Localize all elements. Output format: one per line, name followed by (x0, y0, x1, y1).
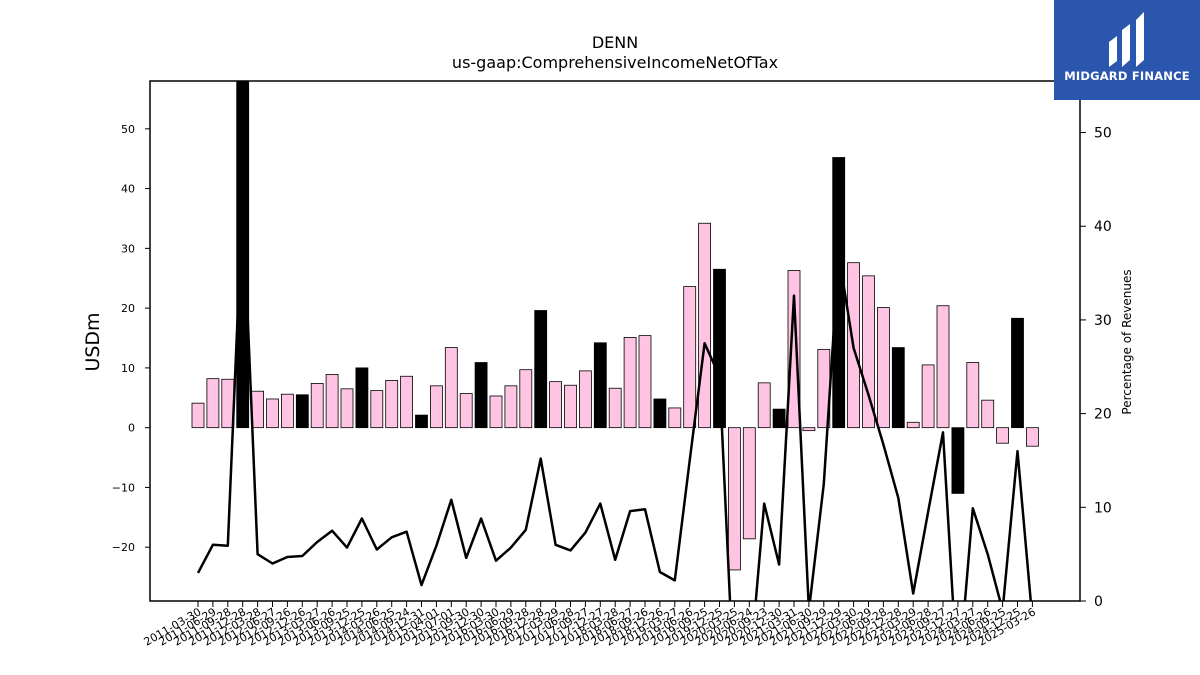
bar (638, 335, 652, 429)
bar (787, 270, 801, 429)
right-tick-label: 0 (1094, 594, 1103, 610)
bar (280, 393, 294, 429)
left-tick-label: 50 (121, 123, 135, 136)
bar (429, 385, 443, 429)
left-tick-label: 20 (121, 302, 135, 315)
right-tick-label: 30 (1094, 313, 1112, 329)
bar (698, 222, 711, 429)
bar (683, 286, 697, 429)
bar (742, 427, 756, 540)
bar (832, 157, 846, 429)
chart-subtitle: us-gaap:ComprehensiveIncomeNetOfTax (452, 53, 778, 72)
bar (340, 388, 354, 429)
left-tick-label: 10 (121, 362, 135, 375)
bar (415, 414, 428, 429)
y-axis-label: USDm (82, 312, 104, 371)
right-tick-label: 10 (1094, 500, 1112, 516)
bar (802, 427, 816, 432)
bar (1011, 317, 1024, 429)
bar (772, 408, 786, 429)
bar (370, 390, 384, 429)
bar (921, 364, 935, 429)
right-tick-label: 20 (1094, 407, 1112, 423)
midgard-logo-icon (1109, 12, 1144, 67)
left-tick-label: −10 (112, 481, 135, 494)
bar (400, 375, 414, 429)
bar (593, 342, 607, 429)
bar (1026, 427, 1039, 447)
bar (251, 390, 265, 429)
bar (385, 380, 399, 429)
bar (653, 398, 667, 429)
bar (996, 427, 1009, 444)
bar (966, 362, 980, 429)
left-tick-label: 0 (128, 422, 135, 435)
bar (206, 378, 220, 429)
bar (623, 337, 637, 429)
right-tick-label: 40 (1094, 219, 1112, 235)
bar (534, 310, 548, 429)
bar (713, 268, 726, 429)
bar (236, 80, 250, 429)
chart-title: DENN (592, 33, 638, 52)
bar (310, 383, 324, 429)
bar (519, 369, 533, 429)
bar (936, 305, 950, 429)
left-tick-label: 40 (121, 183, 135, 196)
bar (891, 347, 905, 429)
bar (564, 384, 577, 429)
bar (906, 421, 920, 429)
bar (877, 307, 890, 429)
bar (668, 407, 682, 429)
bar (951, 427, 965, 494)
brand-logo: MIDGARD FINANCE (1054, 0, 1200, 100)
left-tick-label: −20 (112, 541, 135, 554)
bar (266, 398, 279, 429)
bar (295, 394, 309, 429)
bar (608, 387, 622, 429)
bar (728, 427, 741, 571)
bar (579, 370, 592, 429)
percentage-line (196, 196, 1033, 601)
bar (862, 275, 875, 429)
y-axis-label-right: Percentage of Revenues (1120, 269, 1134, 414)
bar (504, 385, 518, 429)
bar (191, 402, 205, 429)
bar (459, 393, 473, 429)
right-tick-label: 50 (1094, 126, 1112, 142)
bar (489, 395, 503, 429)
bar (549, 381, 562, 429)
bar (474, 362, 488, 429)
bar (355, 367, 369, 429)
bar (325, 374, 339, 429)
bar (981, 399, 995, 429)
left-tick-label: 30 (121, 242, 135, 255)
bar (444, 347, 458, 429)
logo-text: MIDGARD FINANCE (1064, 69, 1190, 83)
bar (757, 382, 771, 429)
